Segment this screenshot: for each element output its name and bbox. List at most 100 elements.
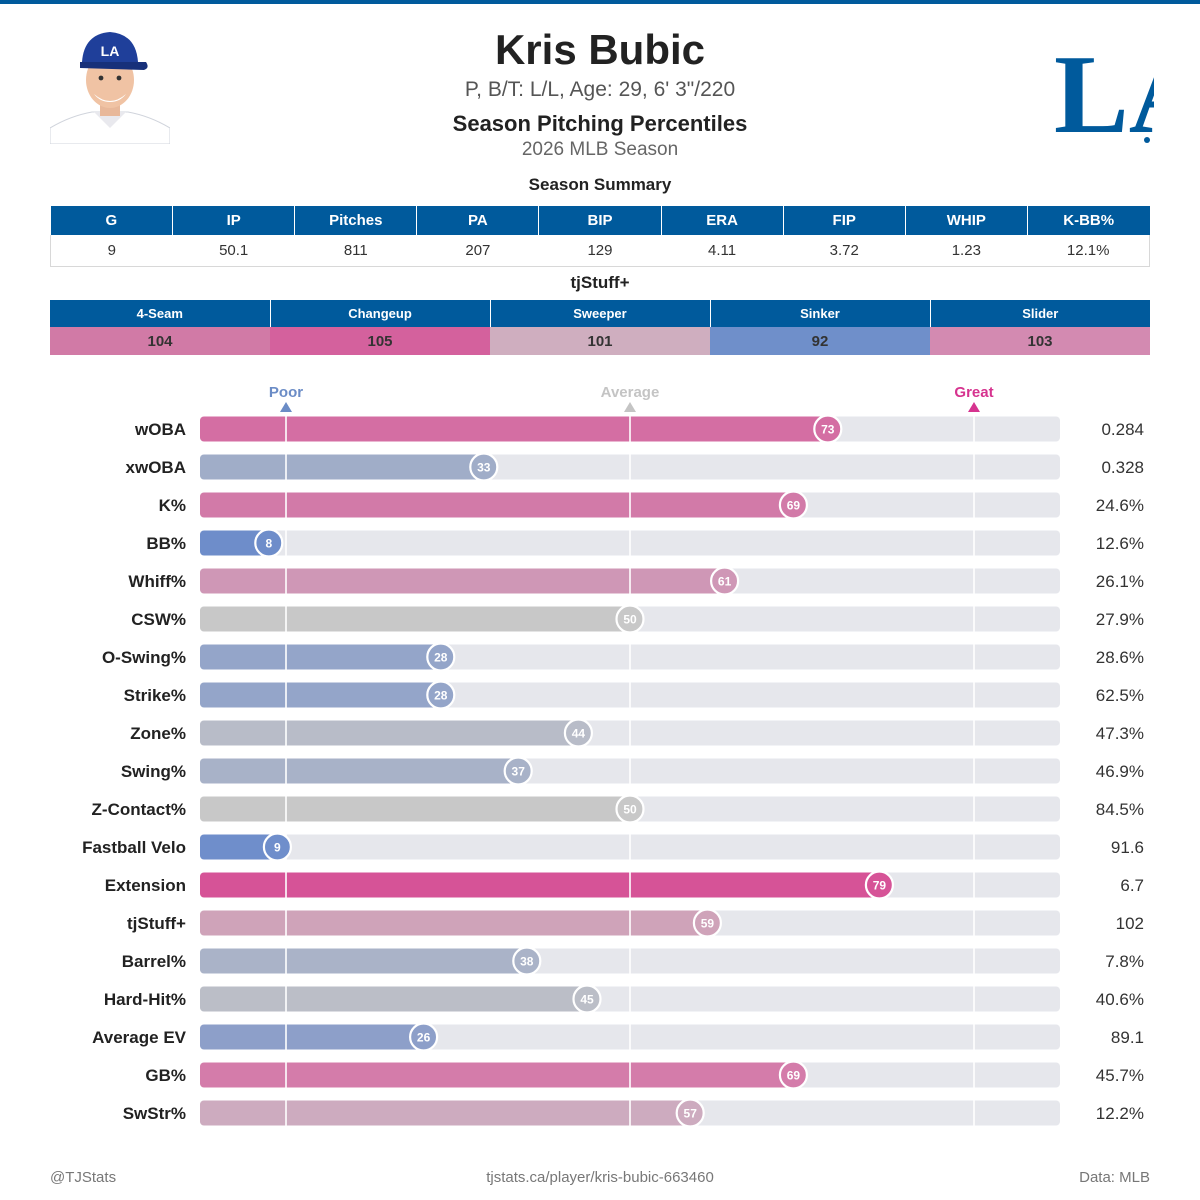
summary-header: IP — [172, 206, 296, 235]
stuff-title: tjStuff+ — [570, 273, 630, 292]
stat-value: 45.7% — [1096, 1066, 1144, 1085]
percentile-bar — [200, 644, 441, 670]
percentile-bubble — [512, 946, 542, 976]
percentile-bubble — [563, 718, 594, 748]
metric-label: Average EV — [92, 1028, 187, 1047]
percentile-bubble — [409, 1022, 439, 1052]
marker-label: Average — [601, 384, 660, 401]
metric-label: Fastball Velo — [82, 838, 186, 857]
percentile-value: 9 — [274, 841, 281, 855]
percentile-bubble — [692, 908, 723, 938]
metric-label: Barrel% — [122, 952, 186, 971]
percentile-bubble — [615, 604, 645, 634]
percentile-value: 33 — [477, 461, 491, 475]
percentile-bar — [200, 568, 725, 594]
percentile-bubble — [778, 1060, 809, 1090]
stuff-header-row: 4-Seam Changeup Sweeper Sinker Slider — [50, 300, 1150, 327]
percentile-bar — [200, 720, 579, 746]
pitch-stuff-value: 92 — [710, 327, 930, 355]
summary-value: 4.11 — [661, 235, 784, 267]
marker-label: Great — [954, 384, 993, 401]
marker-arrow — [968, 402, 980, 412]
stat-value: 46.9% — [1096, 762, 1144, 781]
player-bio: P, B/T: L/L, Age: 29, 6' 3"/220 — [464, 78, 736, 101]
percentile-value: 8 — [265, 537, 272, 551]
footer-handle: @TJStats — [50, 1169, 117, 1186]
svg-text:LA: LA — [101, 43, 120, 59]
percentile-value: 45 — [580, 993, 594, 1007]
percentile-value: 73 — [821, 423, 835, 437]
summary-value: 12.1% — [1027, 235, 1151, 267]
percentile-bubble — [426, 642, 456, 672]
metric-label: Hard-Hit% — [104, 990, 186, 1009]
metric-label: Z-Contact% — [92, 800, 186, 819]
pitch-name: Sinker — [710, 300, 931, 327]
percentile-bar — [200, 492, 794, 518]
percentile-bar — [200, 796, 630, 822]
percentile-value: 57 — [684, 1107, 698, 1121]
percentile-value: 38 — [520, 955, 534, 969]
stat-value: 7.8% — [1105, 952, 1144, 971]
summary-header: FIP — [783, 206, 906, 235]
stat-value: 27.9% — [1096, 610, 1144, 629]
chart-subtitle: 2026 MLB Season — [521, 139, 679, 160]
percentile-bubble — [254, 528, 284, 558]
metric-label: CSW% — [131, 610, 186, 629]
metric-label: O-Swing% — [102, 648, 186, 667]
metric-label: Extension — [105, 876, 186, 895]
percentile-bar — [200, 872, 880, 898]
stat-value: 89.1 — [1111, 1028, 1144, 1047]
summary-header: BIP — [538, 206, 662, 235]
footer-source: Data: MLB — [1079, 1169, 1150, 1186]
percentile-bubble — [709, 566, 740, 596]
percentile-bubble — [675, 1098, 705, 1128]
percentile-bubble — [262, 832, 292, 862]
summary-header: Pitches — [294, 206, 418, 235]
player-name: Kris Bubic — [494, 26, 706, 73]
percentile-bar — [200, 948, 527, 974]
percentile-value: 69 — [787, 499, 801, 513]
percentile-value: 44 — [572, 727, 586, 741]
metric-label: xwOBA — [126, 458, 186, 477]
summary-value: 207 — [416, 235, 539, 267]
pitch-stuff-value: 103 — [930, 327, 1150, 355]
percentile-bubble — [615, 794, 645, 824]
season-summary-table: G IP Pitches PA BIP ERA FIP WHIP K-BB% 9… — [49, 206, 1151, 267]
percentile-bar — [200, 606, 630, 632]
summary-header: G — [50, 206, 174, 235]
stat-value: 0.328 — [1101, 458, 1144, 477]
stat-value: 84.5% — [1096, 800, 1144, 819]
percentile-bar — [200, 1024, 424, 1050]
summary-value-row: 9 50.1 811 207 129 4.11 3.72 1.23 12.1% — [49, 235, 1151, 267]
pitch-name: 4-Seam — [50, 300, 271, 327]
percentile-chart: Poor Average Great wOBA 73 0.284 xwOBA 33 0.328 K… — [82, 384, 1144, 1128]
stat-value: 91.6 — [1111, 838, 1144, 857]
metric-label: BB% — [146, 534, 186, 553]
top-rule — [0, 0, 1200, 4]
percentile-value: 28 — [434, 651, 448, 665]
summary-header: PA — [416, 206, 540, 235]
metric-label: K% — [159, 496, 186, 515]
metric-label: Swing% — [121, 762, 186, 781]
pitch-name: Sweeper — [490, 300, 711, 327]
percentile-bubble — [572, 984, 602, 1014]
marker-arrow — [280, 402, 292, 412]
percentile-bubble — [778, 490, 809, 520]
metric-label: GB% — [145, 1066, 186, 1085]
stat-value: 102 — [1116, 914, 1144, 933]
percentile-bar — [200, 986, 587, 1012]
percentile-bar — [200, 682, 441, 708]
tjstuff-table: 4-Seam Changeup Sweeper Sinker Slider 10… — [50, 300, 1150, 355]
summary-value: 1.23 — [905, 235, 1028, 267]
percentile-bar — [200, 1062, 794, 1088]
percentile-bar — [200, 454, 484, 480]
stat-value: 40.6% — [1096, 990, 1144, 1009]
marker-label: Poor — [269, 384, 303, 401]
pitch-stuff-value: 101 — [490, 327, 710, 355]
stat-value: 26.1% — [1096, 572, 1144, 591]
chart-title: Season Pitching Percentiles — [452, 111, 748, 136]
percentile-value: 69 — [787, 1069, 801, 1083]
stat-value: 24.6% — [1096, 496, 1144, 515]
percentile-value: 37 — [512, 765, 526, 779]
metric-label: tjStuff+ — [127, 914, 186, 933]
